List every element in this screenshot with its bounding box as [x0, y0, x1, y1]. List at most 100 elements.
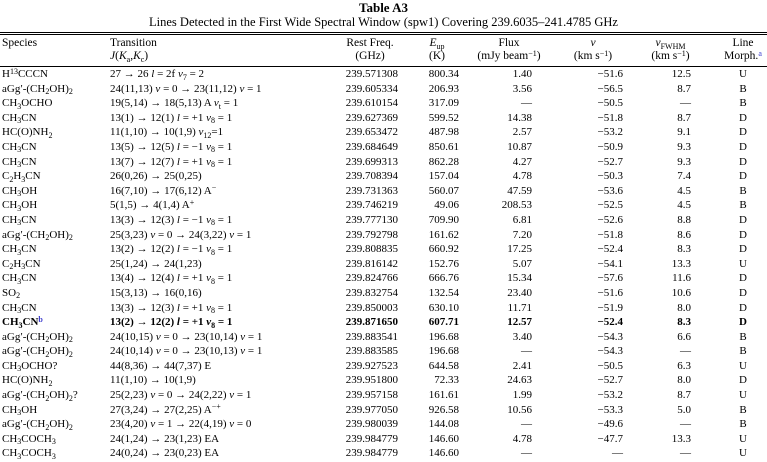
cell-flux: 4.78 — [512, 432, 532, 445]
cell-flux: 1.40 — [512, 68, 532, 80]
cell-v: −49.6 — [597, 418, 623, 431]
cell-eup: 560.07 — [428, 184, 459, 197]
cell-v: −53.3 — [597, 403, 623, 416]
cell-flux: 15.34 — [507, 272, 532, 285]
cell-eup: 144.08 — [428, 418, 459, 431]
cell-freq: 239.883585 — [345, 345, 398, 358]
cell-flux: 5.07 — [512, 257, 532, 270]
cell-morph: D — [739, 301, 747, 314]
cell-vfwhm: 7.4 — [677, 170, 691, 183]
column-header-flux: Flux (mJy beam−1) — [468, 32, 550, 67]
cell-v: −52.4 — [597, 243, 623, 256]
cell-vfwhm: 5.0 — [677, 403, 691, 416]
cell-morph: B — [739, 82, 747, 95]
cell-species: SO2 — [2, 286, 21, 301]
table-row: CH3OH 16(7,10) → 17(6,12) A− 239.731363 560… — [0, 184, 767, 199]
cell-flux: 4.27 — [512, 155, 532, 168]
cell-flux: 3.40 — [512, 330, 532, 343]
cell-vfwhm: 10.6 — [671, 286, 691, 299]
cell-flux: 23.40 — [507, 286, 532, 299]
cell-eup: 49.06 — [434, 199, 459, 212]
cell-eup: 666.76 — [428, 272, 459, 285]
cell-eup: 196.68 — [428, 330, 459, 343]
header-row: Species Transition J(Ka,Kc) Rest Freq. (GHz)… — [0, 32, 767, 67]
table-row: CH3CN 13(2) → 12(2) l = −1 v8 = 1 239.8088… — [0, 242, 767, 257]
table-row: CH3OCHO? 44(8,36) → 44(7,37) E 239.927523 6… — [0, 359, 767, 374]
table-row: aGg′-(CH2OH)2 24(10,15) v = 0 → 23(10,14)… — [0, 330, 767, 345]
cell-transition: 13(2) → 12(2) l = −1 v8 = 1 — [110, 243, 233, 257]
cell-freq: 239.605334 — [345, 82, 398, 95]
cell-transition: 13(3) → 12(3) l = −1 v8 = 1 — [110, 213, 233, 228]
cell-vfwhm: 8.7 — [677, 111, 691, 124]
cell-morph: B — [739, 418, 747, 431]
cell-freq: 239.984779 — [345, 432, 398, 445]
cell-vfwhm: — — [680, 418, 691, 431]
cell-morph: D — [739, 213, 747, 226]
table-row: CH3CN 13(5) → 12(5) l = −1 v8 = 1 239.6846… — [0, 140, 767, 155]
cell-v: −52.7 — [597, 155, 623, 168]
cell-v: — — [612, 447, 623, 460]
table-row: aGg′-(CH2OH)2 25(3,23) v = 0 → 24(3,22) v… — [0, 228, 767, 243]
cell-vfwhm: 11.6 — [672, 272, 691, 285]
cell-transition: 24(1,24) → 23(1,23) EA — [110, 432, 220, 445]
cell-v: −54.1 — [597, 257, 623, 270]
cell-freq: 239.927523 — [345, 359, 398, 372]
cell-species: C2H3CN — [2, 257, 41, 272]
cell-transition: 16(7,10) → 17(6,12) A− — [110, 183, 217, 197]
cell-transition: 27(3,24) → 27(2,25) A−+ — [110, 402, 221, 416]
cell-transition: 27 → 26 l = 2f v7 = 2 — [110, 68, 205, 82]
table-row: HC(O)NH2 11(1,10) → 10(1,9) 239.951800 72.3… — [0, 373, 767, 388]
cell-transition: 25(1,24) → 24(1,23) — [110, 257, 202, 270]
footnote-marker-b[interactable]: b — [38, 315, 43, 324]
column-header-transition: Transition J(Ka,Kc) — [108, 32, 334, 67]
cell-morph: D — [739, 228, 747, 241]
cell-species: HC(O)NH2 — [2, 126, 53, 140]
cell-vfwhm: 8.0 — [677, 374, 691, 387]
cell-species: CH3CN — [2, 243, 37, 257]
cell-morph: D — [739, 111, 747, 124]
cell-flux: 2.57 — [512, 126, 532, 139]
cell-morph: B — [739, 345, 747, 358]
cell-freq: 239.984779 — [345, 447, 398, 460]
cell-species: CH3OCHO — [2, 97, 53, 111]
table-row: CH3CN 13(1) → 12(1) l = +1 v8 = 1 239.6273… — [0, 111, 767, 126]
cell-transition: 23(4,20) v = 1 → 22(4,19) v = 0 — [110, 418, 252, 431]
cell-v: −52.4 — [597, 316, 623, 329]
cell-v: −51.9 — [597, 301, 623, 314]
cell-species: CH3OH — [2, 199, 38, 213]
cell-vfwhm: 8.8 — [677, 213, 691, 226]
cell-eup: 709.90 — [428, 213, 459, 226]
cell-vfwhm: 9.1 — [677, 126, 691, 139]
cell-v: −52.7 — [597, 374, 623, 387]
cell-species: aGg′-(CH2OH)2 — [2, 228, 73, 243]
cell-eup: 800.34 — [428, 68, 459, 80]
cell-freq: 239.883541 — [345, 330, 398, 343]
cell-morph: U — [739, 447, 747, 460]
cell-v: −50.5 — [597, 97, 623, 110]
cell-transition: 24(10,15) v = 0 → 23(10,14) v = 1 — [110, 330, 263, 343]
cell-v: −50.3 — [597, 170, 623, 183]
cell-transition: 25(3,23) v = 0 → 24(3,22) v = 1 — [110, 228, 252, 241]
cell-v: −52.6 — [597, 213, 623, 226]
cell-eup: 72.33 — [434, 374, 459, 387]
cell-freq: 239.850003 — [345, 301, 398, 314]
cell-eup: 132.54 — [428, 286, 459, 299]
cell-species: CH3CN — [2, 140, 37, 155]
cell-species: CH3OCHO? — [2, 359, 58, 374]
cell-species: CH3COCH3 — [2, 447, 56, 461]
cell-eup: 607.71 — [428, 316, 459, 329]
cell-transition: 25(2,23) v = 0 → 24(2,22) v = 1 — [110, 389, 252, 402]
cell-eup: 146.60 — [428, 432, 459, 445]
cell-morph: U — [739, 359, 747, 372]
cell-flux: 47.59 — [507, 184, 532, 197]
cell-v: −53.2 — [597, 126, 623, 139]
cell-transition: 13(7) → 12(7) l = +1 v8 = 1 — [110, 155, 233, 170]
cell-transition: 13(5) → 12(5) l = −1 v8 = 1 — [110, 140, 233, 155]
column-header-morph: Line Morph.a — [705, 32, 767, 67]
table-row: CH3OH 5(1,5) → 4(1,4) A+ 239.746219 49.06 20… — [0, 198, 767, 213]
cell-morph: B — [739, 403, 747, 416]
footnote-marker-a[interactable]: a — [758, 48, 762, 58]
cell-eup: 206.93 — [428, 82, 459, 95]
cell-freq: 239.792798 — [345, 228, 398, 241]
